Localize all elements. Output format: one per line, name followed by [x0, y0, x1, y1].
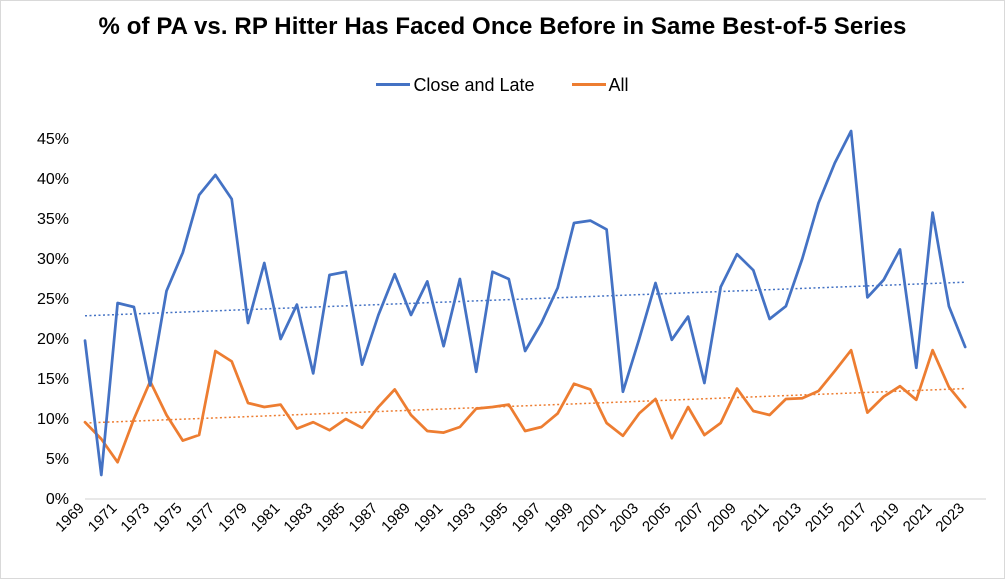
svg-text:1997: 1997: [509, 500, 545, 536]
svg-text:1983: 1983: [280, 500, 316, 536]
svg-text:2023: 2023: [932, 500, 968, 536]
svg-text:1985: 1985: [313, 500, 349, 536]
svg-text:1977: 1977: [183, 500, 219, 536]
svg-text:1979: 1979: [215, 500, 251, 536]
svg-text:40%: 40%: [37, 171, 69, 188]
svg-text:2005: 2005: [639, 500, 675, 536]
svg-text:2009: 2009: [704, 500, 740, 536]
svg-text:15%: 15%: [37, 371, 69, 388]
svg-text:1999: 1999: [541, 500, 577, 536]
svg-text:2003: 2003: [606, 500, 642, 536]
svg-text:2011: 2011: [738, 500, 773, 535]
svg-text:2021: 2021: [900, 500, 936, 536]
svg-text:30%: 30%: [37, 251, 69, 268]
svg-text:20%: 20%: [37, 331, 69, 348]
svg-text:45%: 45%: [37, 131, 69, 148]
svg-text:2017: 2017: [835, 500, 871, 536]
svg-text:1971: 1971: [85, 500, 121, 536]
svg-text:1987: 1987: [346, 500, 382, 536]
svg-text:5%: 5%: [46, 451, 69, 468]
svg-text:35%: 35%: [37, 211, 69, 228]
svg-text:1975: 1975: [150, 500, 186, 536]
svg-text:1981: 1981: [248, 500, 284, 536]
svg-text:0%: 0%: [46, 491, 69, 508]
svg-text:1973: 1973: [117, 500, 153, 536]
svg-text:2001: 2001: [574, 500, 610, 536]
svg-text:2019: 2019: [867, 500, 903, 536]
svg-text:1995: 1995: [476, 500, 512, 536]
svg-text:2015: 2015: [802, 500, 838, 536]
svg-text:1991: 1991: [411, 500, 447, 536]
svg-text:1993: 1993: [443, 500, 479, 536]
svg-text:1989: 1989: [378, 500, 414, 536]
svg-text:10%: 10%: [37, 411, 69, 428]
svg-text:2007: 2007: [672, 500, 708, 536]
svg-text:25%: 25%: [37, 291, 69, 308]
svg-text:2013: 2013: [769, 500, 805, 536]
